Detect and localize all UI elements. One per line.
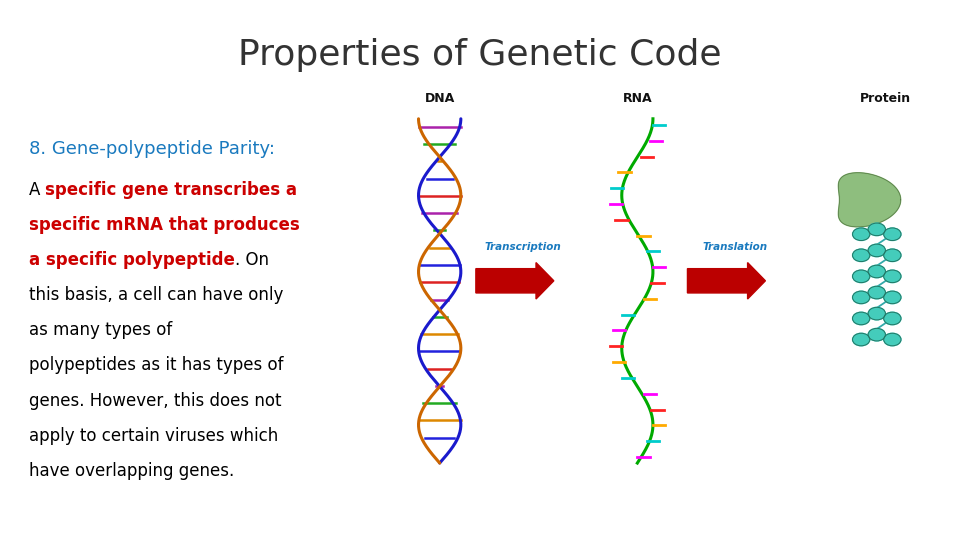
- Text: 8. Gene-polypeptide Parity:: 8. Gene-polypeptide Parity:: [29, 140, 275, 158]
- Text: have overlapping genes.: have overlapping genes.: [29, 462, 234, 480]
- Circle shape: [884, 312, 901, 325]
- Text: . On: . On: [234, 251, 269, 269]
- Circle shape: [884, 291, 901, 303]
- Circle shape: [852, 249, 870, 261]
- Circle shape: [852, 291, 870, 303]
- Text: specific mRNA that produces: specific mRNA that produces: [29, 216, 300, 234]
- Text: Translation: Translation: [702, 241, 767, 252]
- Circle shape: [868, 265, 885, 278]
- Circle shape: [868, 328, 885, 341]
- Text: specific gene transcribes a: specific gene transcribes a: [45, 181, 298, 199]
- Circle shape: [852, 312, 870, 325]
- Text: Properties of Genetic Code: Properties of Genetic Code: [238, 38, 722, 72]
- FancyArrow shape: [687, 262, 765, 299]
- Text: this basis, a cell can have only: this basis, a cell can have only: [29, 286, 283, 304]
- Text: A: A: [29, 181, 45, 199]
- Circle shape: [852, 333, 870, 346]
- Circle shape: [884, 249, 901, 261]
- Text: RNA: RNA: [622, 92, 652, 105]
- Circle shape: [884, 228, 901, 240]
- Circle shape: [868, 286, 885, 299]
- Circle shape: [884, 333, 901, 346]
- Text: RNA Polymerase: RNA Polymerase: [491, 278, 556, 284]
- Circle shape: [868, 307, 885, 320]
- Text: genes. However, this does not: genes. However, this does not: [29, 392, 281, 409]
- FancyArrow shape: [476, 262, 554, 299]
- Text: polypeptides as it has types of: polypeptides as it has types of: [29, 356, 283, 374]
- Circle shape: [868, 223, 885, 235]
- Polygon shape: [838, 173, 900, 227]
- Text: apply to certain viruses which: apply to certain viruses which: [29, 427, 278, 444]
- Text: Transcription: Transcription: [485, 241, 562, 252]
- Text: Ribosomes: Ribosomes: [713, 278, 756, 284]
- Circle shape: [852, 270, 870, 282]
- Circle shape: [868, 244, 885, 256]
- Circle shape: [852, 228, 870, 240]
- Text: a specific polypeptide: a specific polypeptide: [29, 251, 234, 269]
- Circle shape: [884, 270, 901, 282]
- Text: DNA: DNA: [424, 92, 455, 105]
- Text: as many types of: as many types of: [29, 321, 172, 339]
- Text: Protein: Protein: [859, 92, 911, 105]
